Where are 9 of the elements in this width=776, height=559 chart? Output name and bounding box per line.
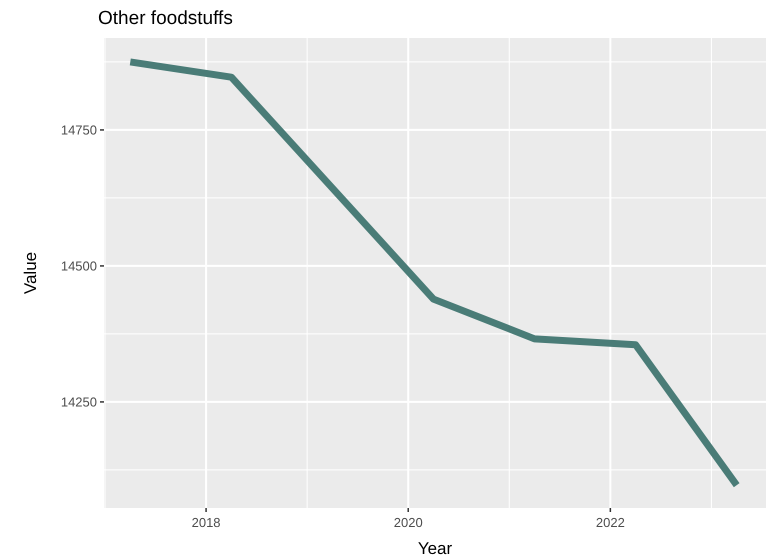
chart-title: Other foodstuffs	[98, 8, 233, 29]
x-axis-title: Year	[418, 539, 453, 558]
x-tick-label: 2018	[192, 515, 221, 530]
x-tick-label: 2020	[394, 515, 423, 530]
y-tick-label: 14500	[60, 258, 97, 274]
x-tick-label: 2022	[596, 515, 625, 530]
y-tick-label: 14750	[60, 122, 97, 138]
y-tick-label: 14250	[60, 394, 97, 410]
y-axis-title: Value	[21, 252, 40, 294]
